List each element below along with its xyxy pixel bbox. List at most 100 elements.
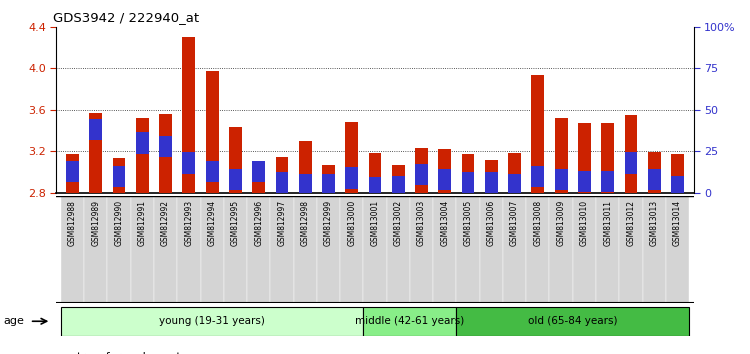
Bar: [275, 156, 288, 193]
Bar: [177, 196, 200, 303]
Bar: [275, 172, 288, 194]
Text: GSM812988: GSM812988: [68, 200, 77, 246]
Bar: [439, 169, 452, 190]
Bar: [462, 154, 475, 193]
Text: GSM812996: GSM812996: [254, 200, 263, 246]
Bar: [671, 154, 684, 193]
Text: transformed count: transformed count: [76, 352, 181, 354]
Bar: [532, 75, 544, 193]
Text: GSM812991: GSM812991: [138, 200, 147, 246]
Bar: [345, 167, 358, 189]
Bar: [433, 196, 457, 303]
Text: GSM812990: GSM812990: [115, 200, 124, 246]
Bar: [392, 176, 405, 197]
Text: GSM812992: GSM812992: [161, 200, 170, 246]
Bar: [61, 196, 84, 303]
Bar: [573, 196, 596, 303]
Bar: [66, 154, 79, 193]
Text: GSM813013: GSM813013: [650, 200, 658, 246]
Text: GSM812999: GSM812999: [324, 200, 333, 246]
Bar: [550, 196, 573, 303]
Bar: [648, 169, 661, 190]
Bar: [112, 166, 125, 187]
Bar: [293, 196, 316, 303]
Bar: [345, 122, 358, 193]
Bar: [340, 196, 363, 303]
Bar: [509, 174, 521, 195]
Bar: [368, 177, 382, 199]
Bar: [136, 132, 148, 154]
Text: GDS3942 / 222940_at: GDS3942 / 222940_at: [53, 11, 199, 24]
Bar: [526, 196, 550, 303]
Text: GSM812997: GSM812997: [278, 200, 286, 246]
Text: GSM813000: GSM813000: [347, 200, 356, 246]
Bar: [252, 167, 265, 193]
Bar: [154, 196, 177, 303]
Bar: [61, 307, 363, 336]
Bar: [416, 148, 428, 193]
Text: GSM813014: GSM813014: [673, 200, 682, 246]
Bar: [89, 113, 102, 193]
Bar: [578, 123, 591, 193]
Bar: [224, 196, 247, 303]
Bar: [439, 149, 452, 193]
Bar: [625, 115, 638, 193]
Bar: [671, 176, 684, 197]
Bar: [480, 196, 503, 303]
Bar: [182, 37, 195, 193]
Text: GSM812994: GSM812994: [208, 200, 217, 246]
Bar: [578, 171, 591, 192]
Bar: [643, 196, 666, 303]
Text: GSM813002: GSM813002: [394, 200, 403, 246]
Bar: [112, 158, 125, 193]
Text: GSM812989: GSM812989: [92, 200, 100, 246]
Bar: [182, 152, 195, 173]
Bar: [462, 172, 475, 194]
Bar: [252, 161, 265, 182]
Text: GSM813001: GSM813001: [370, 200, 380, 246]
Bar: [368, 153, 382, 193]
Text: GSM812993: GSM812993: [184, 200, 194, 246]
Bar: [84, 196, 107, 303]
Bar: [136, 118, 148, 193]
Bar: [666, 196, 689, 303]
Bar: [457, 307, 689, 336]
Bar: [363, 196, 387, 303]
Text: GSM813010: GSM813010: [580, 200, 589, 246]
Text: GSM813003: GSM813003: [417, 200, 426, 246]
Bar: [596, 196, 619, 303]
Text: GSM812998: GSM812998: [301, 200, 310, 246]
Bar: [555, 169, 568, 190]
Bar: [322, 165, 334, 193]
Bar: [229, 169, 242, 190]
Bar: [625, 152, 638, 173]
Bar: [620, 196, 643, 303]
Bar: [416, 164, 428, 185]
Text: GSM813012: GSM813012: [626, 200, 635, 246]
Bar: [485, 172, 498, 194]
Bar: [555, 118, 568, 193]
Text: GSM812995: GSM812995: [231, 200, 240, 246]
Text: old (65-84 years): old (65-84 years): [528, 316, 617, 326]
Bar: [66, 161, 79, 182]
Bar: [159, 114, 172, 193]
Bar: [206, 161, 218, 182]
Text: GSM813006: GSM813006: [487, 200, 496, 246]
Bar: [602, 123, 614, 193]
Bar: [503, 196, 526, 303]
Bar: [457, 196, 480, 303]
Bar: [363, 307, 457, 336]
Text: young (19-31 years): young (19-31 years): [159, 316, 265, 326]
Bar: [298, 141, 311, 193]
Bar: [509, 153, 521, 193]
Bar: [316, 196, 340, 303]
Text: GSM813007: GSM813007: [510, 200, 519, 246]
Text: middle (42-61 years): middle (42-61 years): [356, 316, 464, 326]
Bar: [322, 174, 334, 195]
Bar: [392, 165, 405, 193]
Bar: [130, 196, 154, 303]
Bar: [247, 196, 270, 303]
Bar: [410, 196, 434, 303]
Bar: [229, 127, 242, 193]
Bar: [485, 160, 498, 193]
